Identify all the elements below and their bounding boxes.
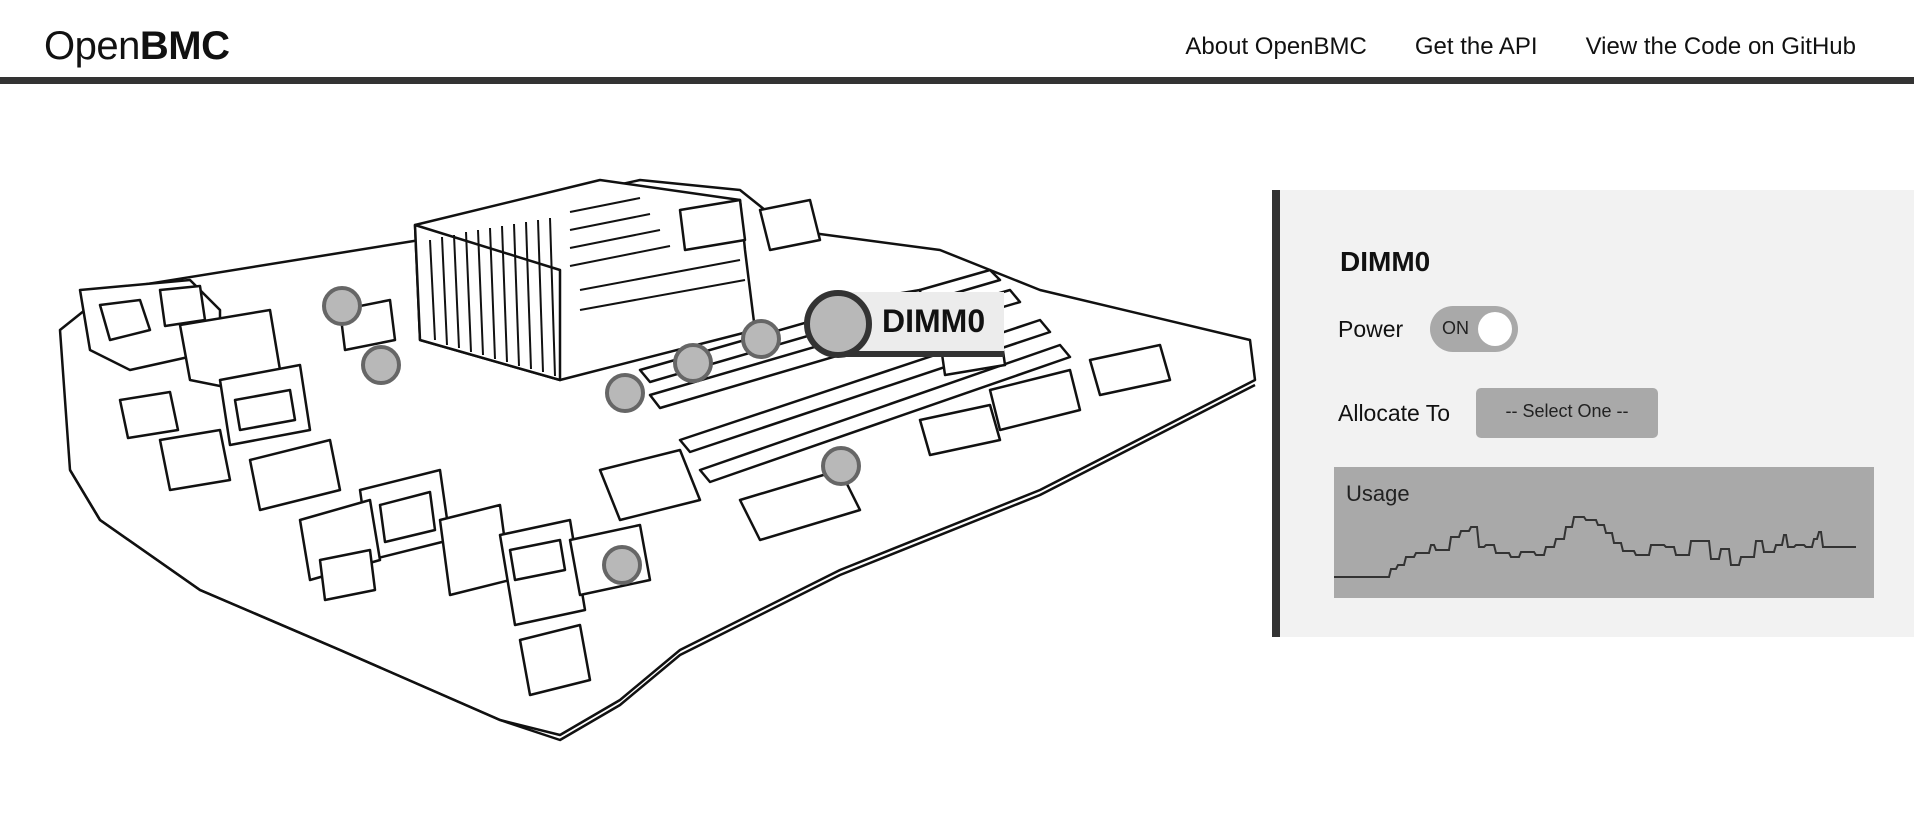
hotspot-marker	[741, 319, 781, 359]
nav-links: About OpenBMC Get the API View the Code …	[1185, 32, 1856, 62]
motherboard-diagram: DIMM0	[40, 140, 1260, 760]
logo-open-text: Open	[44, 24, 140, 68]
hotspot-marker	[361, 345, 401, 385]
motherboard-illustration	[58, 178, 1257, 742]
hotspot-selected-marker	[804, 290, 872, 358]
hotspot-marker	[322, 286, 362, 326]
panel-title: DIMM0	[1340, 246, 1431, 277]
nav-link-api[interactable]: Get the API	[1414, 33, 1538, 60]
usage-chart: Usage	[1334, 467, 1874, 598]
hotspot-marker	[673, 343, 713, 383]
allocate-select[interactable]: -- Select One --	[1476, 388, 1658, 438]
power-toggle-state: ON	[1442, 318, 1469, 338]
openbmc-logo[interactable]: OpenBMC	[44, 24, 230, 68]
power-toggle[interactable]: ON	[1430, 306, 1518, 352]
usage-label: Usage	[1346, 481, 1410, 506]
component-detail-panel: DIMM0 Power ON Allocate To -- Select One…	[1272, 190, 1914, 637]
allocate-label: Allocate To	[1338, 400, 1451, 426]
usage-sparkline	[1334, 516, 1856, 578]
hotspot-marker	[605, 373, 645, 413]
hotspot-label-dimm0[interactable]: DIMM0	[882, 303, 986, 339]
power-label: Power	[1338, 316, 1404, 342]
toggle-knob	[1478, 312, 1512, 346]
nav-link-github[interactable]: View the Code on GitHub	[1585, 33, 1856, 60]
hotspot-marker	[821, 446, 861, 486]
hotspot-marker	[602, 545, 642, 585]
logo-bmc-text: BMC	[139, 24, 230, 68]
hotspot-markers	[322, 286, 861, 585]
hotspot-selected-dimm0	[804, 290, 1004, 358]
nav-link-about[interactable]: About OpenBMC	[1185, 33, 1367, 60]
top-nav-bar: OpenBMC About OpenBMC Get the API View t…	[0, 0, 1914, 84]
